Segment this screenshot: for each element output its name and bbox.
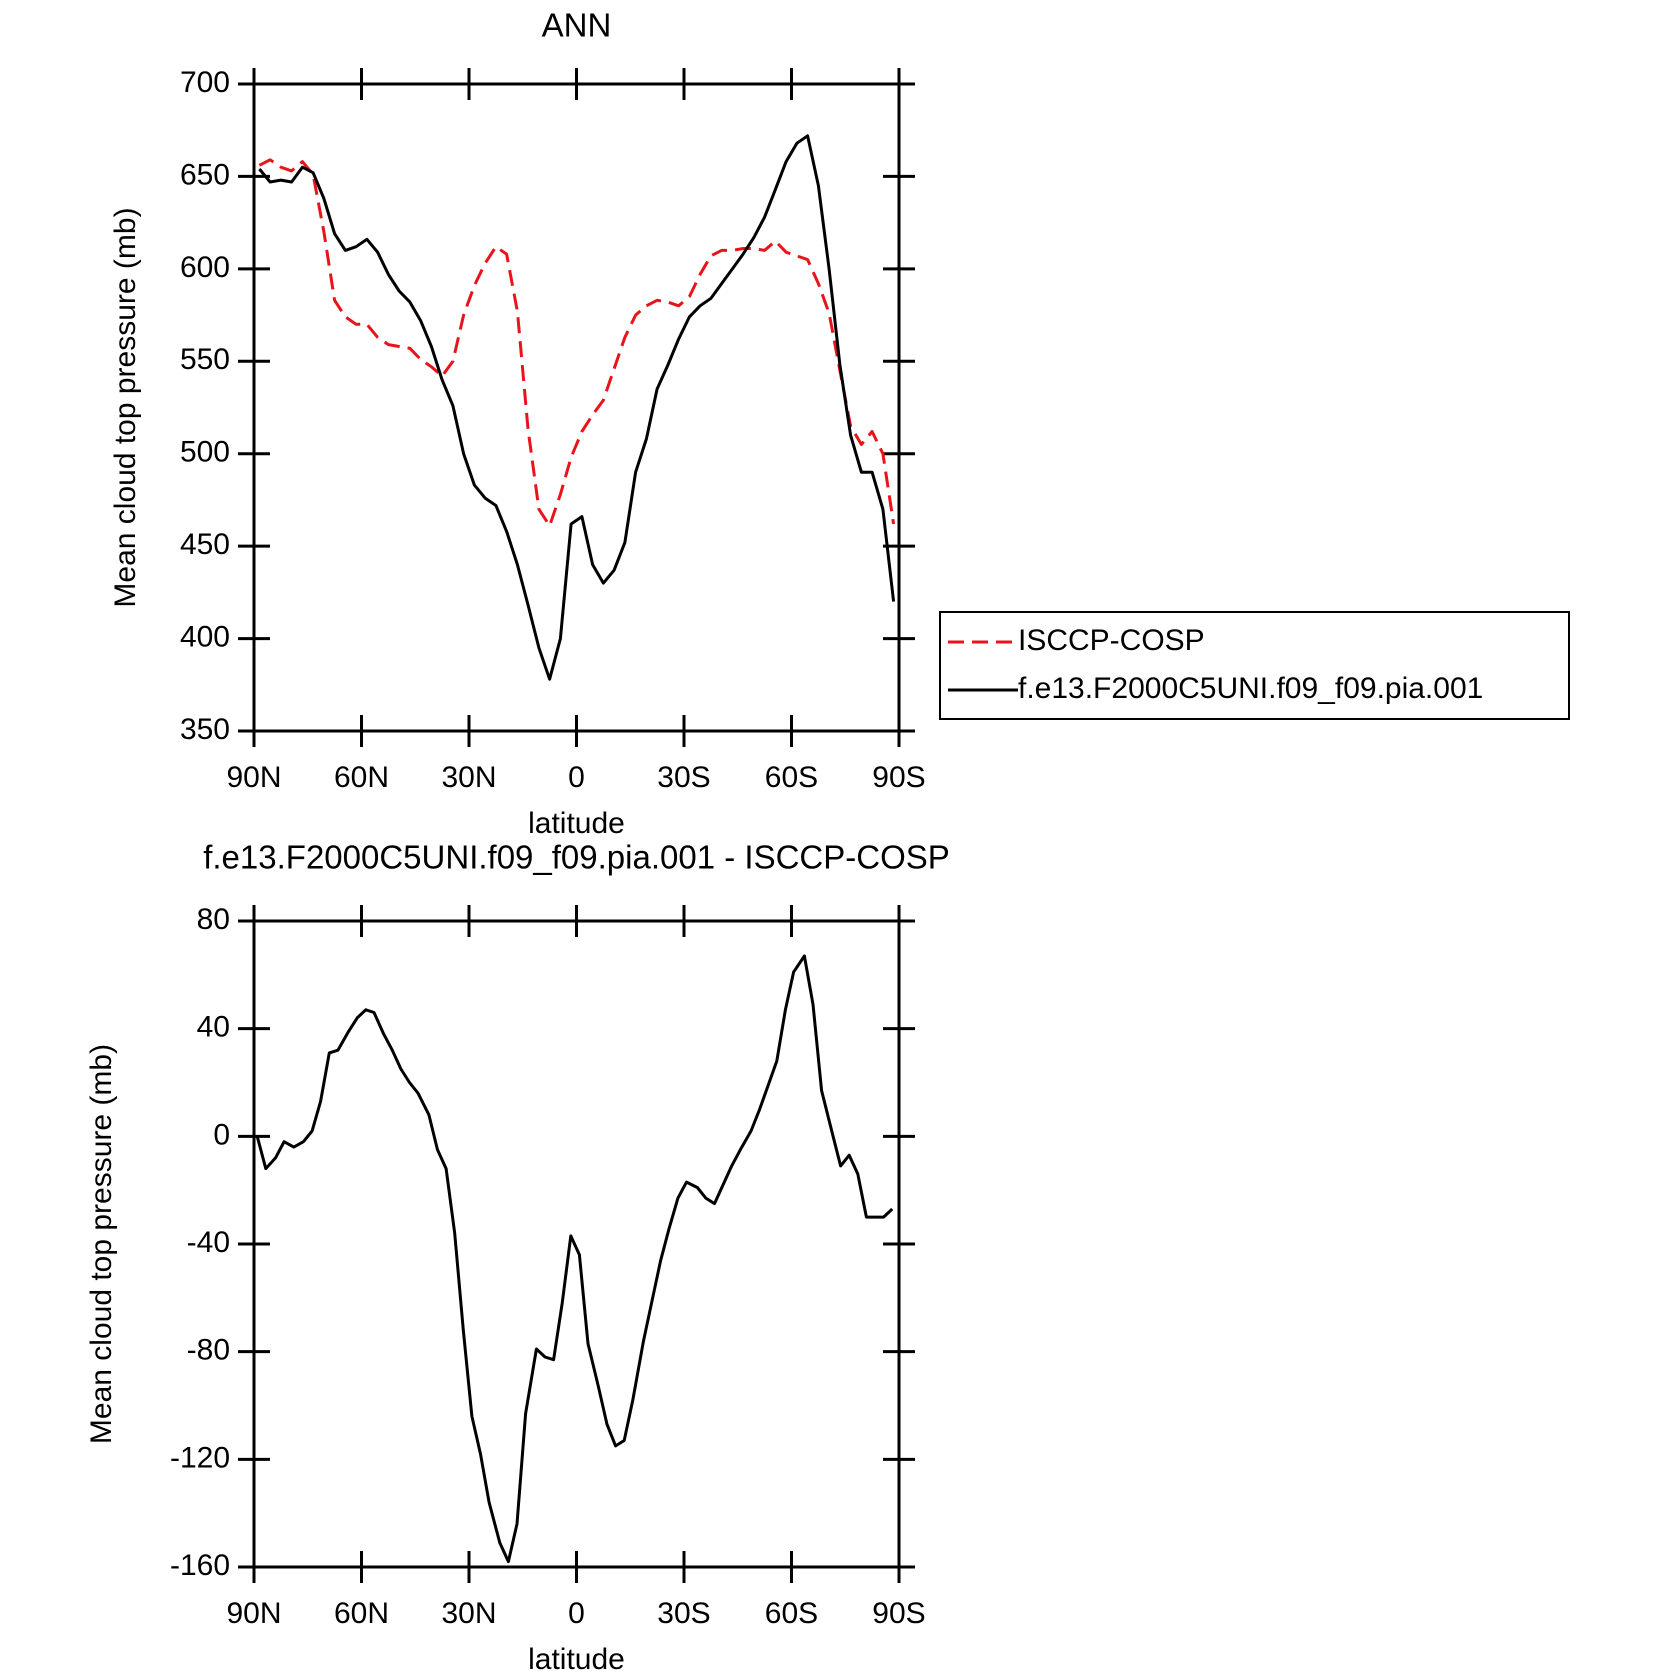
x-tick-label: 60N [334, 1597, 389, 1630]
x-tick-label: 90S [872, 1597, 925, 1630]
data-line [258, 134, 896, 681]
x-tick-label: 0 [568, 1597, 585, 1630]
y-tick-label: -40 [187, 1226, 230, 1259]
chart-title: f.e13.F2000C5UNI.f09_f09.pia.001 - ISCCP… [203, 839, 950, 876]
y-tick-label: 700 [180, 66, 230, 99]
x-tick-label: 90N [226, 761, 281, 794]
plot-frame [252, 919, 901, 1569]
chart-title: ANN [542, 7, 612, 44]
y-tick-label: 0 [213, 1118, 230, 1151]
x-tick-label: 90N [226, 1597, 281, 1630]
x-tick-label: 30N [441, 1597, 496, 1630]
legend-box [939, 611, 1570, 720]
plot-frame [252, 82, 901, 733]
y-tick-label: 350 [180, 713, 230, 746]
x-tick-label: 30S [657, 761, 710, 794]
data-line [258, 158, 896, 528]
y-tick-label: 80 [197, 903, 230, 936]
y-tick-label: 40 [197, 1011, 230, 1044]
y-tick-label: 400 [180, 620, 230, 653]
x-axis-label: latitude [528, 807, 625, 840]
x-tick-label: 60S [765, 1597, 818, 1630]
data-line [255, 954, 894, 1564]
y-tick-label: -160 [170, 1549, 230, 1582]
y-tick-label: 450 [180, 528, 230, 561]
x-axis-label: latitude [528, 1643, 625, 1676]
x-tick-label: 60S [765, 761, 818, 794]
y-tick-label: 550 [180, 343, 230, 376]
x-tick-label: 0 [568, 761, 585, 794]
y-axis-label: Mean cloud top pressure (mb) [109, 207, 142, 607]
y-axis-label: Mean cloud top pressure (mb) [85, 1044, 118, 1444]
x-tick-label: 60N [334, 761, 389, 794]
y-tick-label: -120 [170, 1441, 230, 1474]
legend-label: ISCCP-COSP [1018, 624, 1205, 657]
x-tick-label: 90S [872, 761, 925, 794]
y-tick-label: 600 [180, 251, 230, 284]
y-tick-label: 500 [180, 436, 230, 469]
x-tick-label: 30N [441, 761, 496, 794]
y-tick-label: -80 [187, 1334, 230, 1367]
legend-label: f.e13.F2000C5UNI.f09_f09.pia.001 [1018, 672, 1483, 705]
y-tick-label: 650 [180, 158, 230, 191]
x-tick-label: 30S [657, 1597, 710, 1630]
